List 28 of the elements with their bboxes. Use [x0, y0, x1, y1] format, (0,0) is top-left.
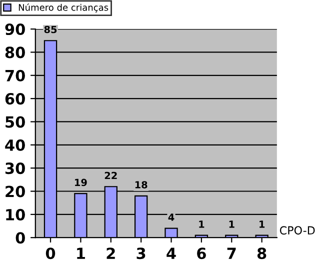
y-tick-label: 30 — [5, 162, 25, 174]
y-tick-label: 60 — [5, 93, 25, 105]
data-label: 1 — [229, 220, 234, 228]
data-label: 18 — [135, 181, 148, 188]
x-tick-label: 1 — [77, 248, 85, 259]
y-tick-label: 10 — [6, 208, 25, 220]
y-tick-label: 80 — [5, 46, 25, 58]
x-tick-label: 6 — [197, 248, 206, 260]
x-tick-label: 0 — [46, 248, 56, 260]
x-tick-label: 4 — [166, 248, 176, 259]
data-label: 19 — [75, 178, 87, 186]
data-label: 1 — [199, 220, 204, 228]
y-tick-label: 20 — [6, 186, 25, 198]
y-tick-label: 70 — [5, 70, 25, 82]
x-tick-label: 8 — [257, 248, 266, 260]
y-tick-label: 40 — [5, 139, 25, 151]
x-axis-title: CPO-D — [280, 226, 315, 235]
data-label: 4 — [168, 214, 174, 221]
x-tick-label: 2 — [106, 248, 115, 259]
x-tick-label: 3 — [136, 248, 146, 260]
data-label: 22 — [104, 172, 117, 180]
x-tick-label: 7 — [227, 248, 236, 259]
y-tick-label: 90 — [5, 24, 25, 36]
data-label: 1 — [260, 220, 265, 228]
y-tick-label: 50 — [6, 116, 25, 128]
data-label: 85 — [44, 26, 57, 34]
y-tick-label: 0 — [16, 232, 25, 244]
legend-label: Número de crianças — [18, 3, 108, 12]
